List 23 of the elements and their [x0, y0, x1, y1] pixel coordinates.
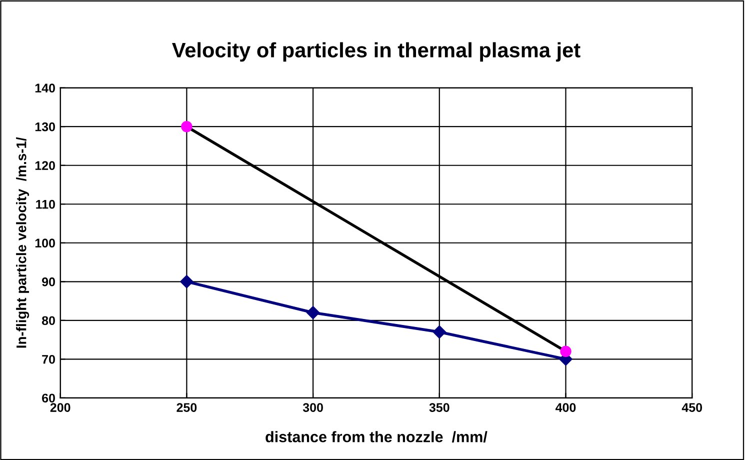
x-axis-title: distance from the nozzle /mm/ [266, 431, 488, 442]
y-tick-label: 130 [35, 122, 55, 132]
y-tick-label: 140 [35, 84, 55, 93]
x-tick-label: 250 [176, 403, 197, 412]
y-tick-label: 110 [36, 200, 55, 209]
x-tick-label: 200 [50, 403, 70, 412]
y-tick-label: 90 [42, 277, 55, 286]
y-tick-label: 60 [42, 394, 55, 403]
y-tick-label: 100 [35, 238, 55, 248]
point [180, 275, 194, 288]
point [432, 325, 446, 339]
point [306, 306, 320, 320]
x-tick-label: 400 [556, 403, 576, 412]
y-tick-label: 80 [42, 316, 55, 326]
y-axis-title: In-flight particle velocity /m.s-1/ [16, 137, 30, 348]
chart-title: Velocity of particles in thermal plasma jet [172, 42, 580, 62]
x-tick-label: 350 [429, 403, 450, 412]
y-tick-label: 70 [42, 354, 55, 364]
x-tick-label: 300 [302, 403, 323, 412]
x-tick-label: 450 [682, 403, 702, 412]
point [560, 346, 572, 357]
point [181, 121, 192, 132]
y-tick-label: 120 [35, 161, 55, 170]
